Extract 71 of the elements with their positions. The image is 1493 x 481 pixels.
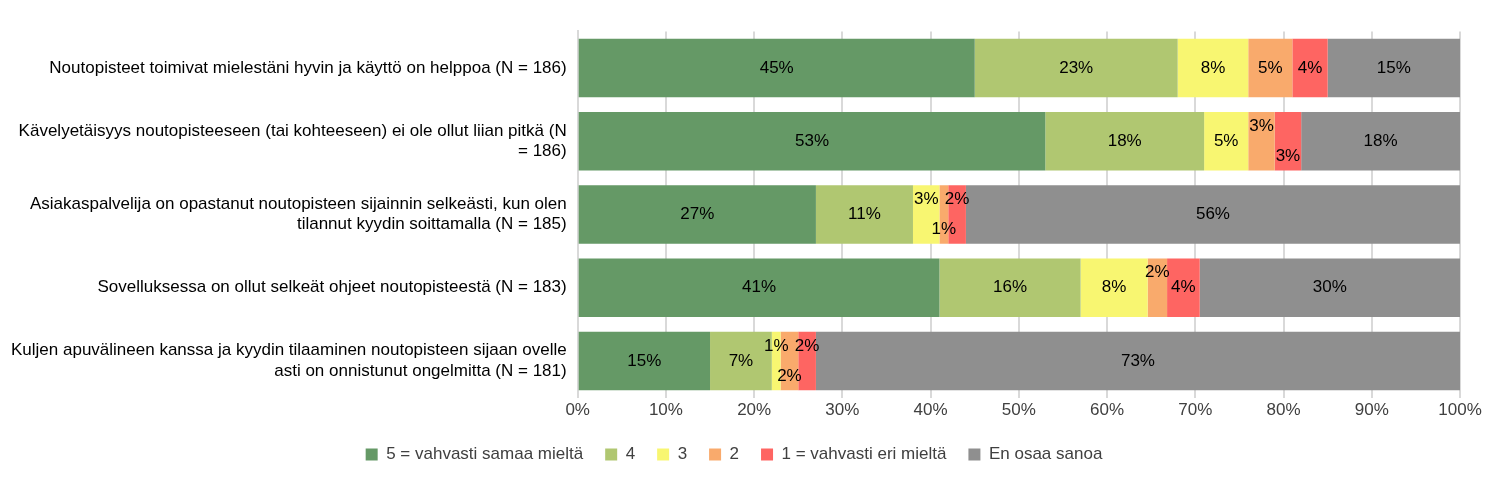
bar <box>578 185 816 244</box>
bar <box>1167 258 1200 318</box>
legend-label: 5 = vahvasti samaa mieltä <box>386 444 584 464</box>
data-label: 23% <box>1059 57 1094 77</box>
x-tick-label: 90% <box>1354 400 1389 420</box>
data-label: 56% <box>1195 204 1230 224</box>
bar <box>974 38 1178 98</box>
bar <box>1327 38 1460 98</box>
bar <box>1204 111 1249 171</box>
legend-label: 2 <box>729 444 740 464</box>
data-label: 3% <box>1275 145 1301 165</box>
bar <box>1199 258 1460 318</box>
data-label: 41% <box>742 277 777 297</box>
bar <box>1301 111 1460 171</box>
data-label: 4% <box>1297 57 1323 77</box>
data-label: 11% <box>848 204 881 224</box>
bar <box>578 111 1046 171</box>
y-tick-label: Kävelyetäisyys noutopisteeseen (tai kohteeseen) ei ole ollut liian pitkä (N = 186) <box>18 120 567 161</box>
legend-label: 4 <box>625 444 636 464</box>
data-label: 30% <box>1312 277 1347 297</box>
data-label: 3% <box>1249 115 1274 135</box>
data-label: 2% <box>944 189 970 209</box>
bar <box>939 258 1081 318</box>
x-tick-label: 40% <box>913 400 948 420</box>
data-label: 3% <box>913 189 939 209</box>
bar <box>1292 38 1328 98</box>
data-label: 4% <box>1171 277 1196 297</box>
x-tick-label: 10% <box>648 400 683 420</box>
data-label: 16% <box>993 277 1028 297</box>
y-tick-label: Asiakaspalvelija on opastanut noutopisteen sijainnin selkeästi, kun olen tilannut kyydin soittamalla (N = 185) <box>29 193 567 234</box>
data-label: 73% <box>1120 350 1155 370</box>
data-label: 2% <box>794 335 820 355</box>
data-label: 1% <box>931 219 957 239</box>
bar <box>1080 258 1148 318</box>
x-tick-label: 80% <box>1266 400 1301 420</box>
legend-label: En osaa sanoa <box>988 444 1103 464</box>
data-label: 8% <box>1101 277 1127 297</box>
data-label: 15% <box>1376 57 1411 77</box>
bar <box>1045 111 1205 171</box>
data-label: 7% <box>728 350 754 370</box>
legend-label: 3 <box>677 444 688 464</box>
data-label: 18% <box>1107 130 1142 150</box>
x-tick-label: 30% <box>825 400 860 420</box>
data-label: 15% <box>627 350 662 370</box>
bar <box>1248 38 1293 98</box>
x-tick-label: 100% <box>1438 400 1482 420</box>
legend-label: 1 = vahvasti eri mieltä <box>781 444 947 464</box>
data-label: 45% <box>759 57 794 77</box>
y-tick-label: Sovelluksessa on ollut selkeät ohjeet noutopisteestä (N = 183) <box>97 277 567 297</box>
x-tick-label: 50% <box>1001 400 1036 420</box>
bar <box>1177 38 1249 98</box>
bar <box>578 258 940 318</box>
data-label: 53% <box>794 130 830 150</box>
bar <box>1248 111 1275 171</box>
data-label: 2% <box>1145 262 1170 282</box>
data-label: 5% <box>1213 130 1239 150</box>
bar <box>578 331 711 391</box>
data-label: 5% <box>1258 57 1283 77</box>
data-label: 2% <box>777 365 802 385</box>
bar <box>578 38 975 98</box>
y-tick-label: Kuljen apuvälineen kanssa ja kyydin tilaaminen noutopisteen sijaan ovelle asti on onnistunut ongelmitta (N = 181) <box>10 340 567 380</box>
data-label: 8% <box>1200 57 1226 77</box>
data-label: 27% <box>680 204 715 224</box>
x-tick-label: 70% <box>1178 400 1213 420</box>
x-tick-label: 60% <box>1090 400 1125 420</box>
x-tick-label: 0% <box>565 400 590 420</box>
data-label: 1% <box>763 335 789 355</box>
y-tick-label: Noutopisteet toimivat mielestäni hyvin ja käyttö on helppoa (N = 186) <box>49 57 567 77</box>
data-label: 18% <box>1363 130 1398 150</box>
bar <box>815 185 913 244</box>
x-tick-label: 20% <box>737 400 772 420</box>
